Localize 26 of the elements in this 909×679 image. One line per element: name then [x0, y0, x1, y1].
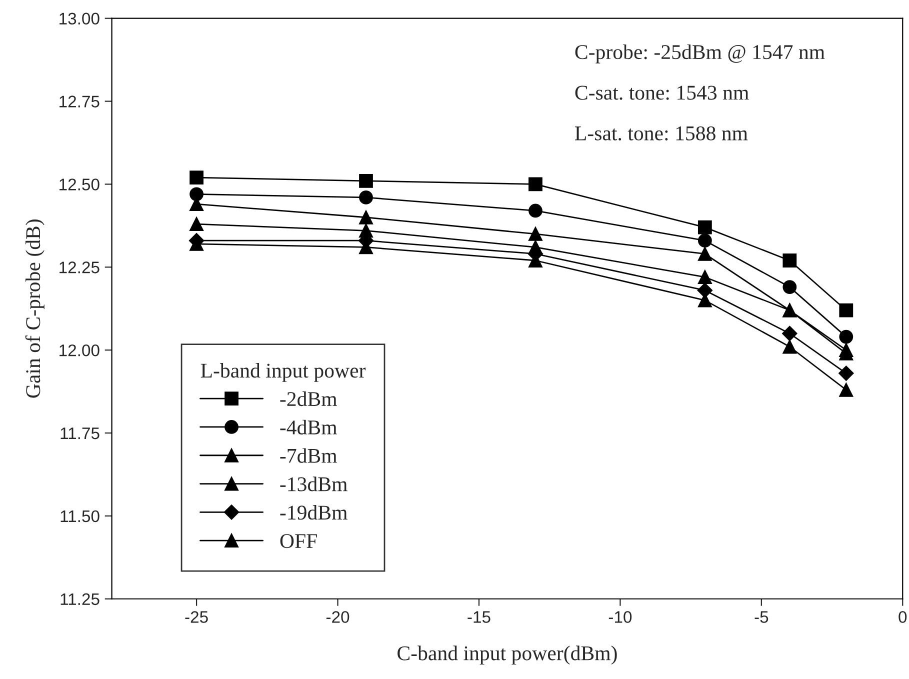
y-tick-label: 12.00 — [60, 344, 100, 356]
y-tick-label: 11.50 — [60, 510, 100, 522]
x-tick-label: -5 — [754, 611, 768, 623]
legend-title: L-band input power — [200, 363, 366, 382]
y-tick-label: 13.00 — [60, 12, 100, 25]
y-tick-label: 11.75 — [60, 428, 100, 440]
x-axis-title: C-band input power(dBm) — [398, 646, 617, 665]
x-tick-label: 0 — [898, 611, 907, 623]
y-axis-title: Gain of C-probe (dB) — [25, 220, 44, 398]
y-tick-label: 12.75 — [60, 96, 100, 108]
annotation: L-sat. tone: 1588 nm — [575, 126, 748, 140]
legend-label: -2dBm — [280, 391, 337, 406]
legend-label: OFF — [280, 534, 317, 548]
x-tick-label: -15 — [468, 611, 490, 623]
x-tick-label: -10 — [608, 611, 632, 623]
legend-label: -13dBm — [280, 476, 348, 492]
y-tick-label: 12.25 — [60, 262, 100, 274]
annotation: C-probe: -25dBm @ 1547 nm — [575, 44, 825, 64]
y-tick-label: 11.25 — [60, 593, 100, 606]
annotation: C-sat. tone: 1543 nm — [575, 86, 749, 100]
legend-label: -19dBm — [280, 505, 348, 520]
legend-label: -7dBm — [280, 448, 337, 463]
x-tick-label: -20 — [326, 611, 350, 623]
y-tick-label: 12.50 — [60, 178, 100, 190]
legend-label: -4dBm — [280, 420, 337, 434]
x-tick-label: -25 — [185, 611, 208, 623]
